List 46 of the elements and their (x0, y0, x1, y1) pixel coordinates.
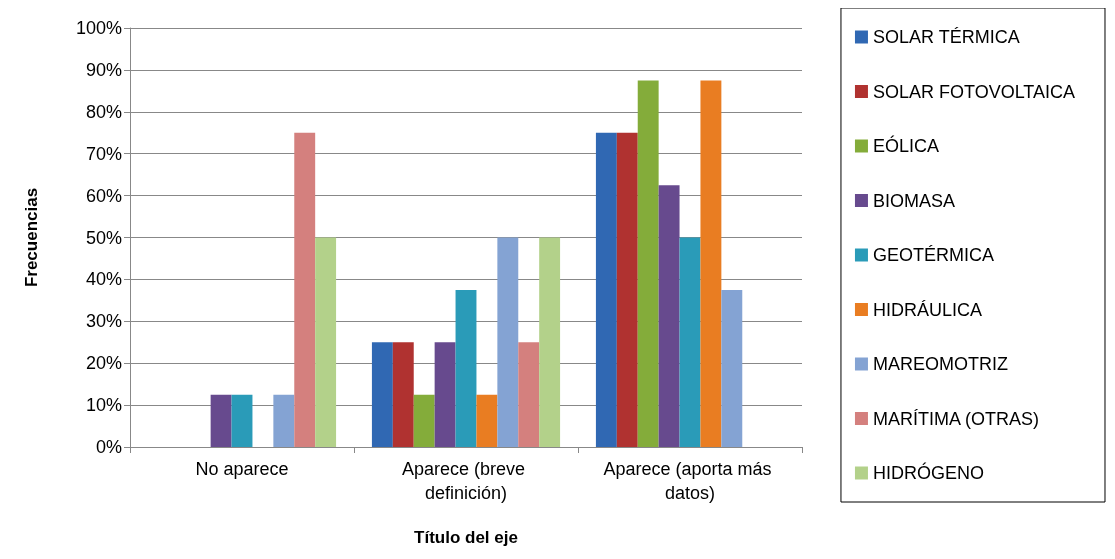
y-axis-title: Frecuencias (22, 187, 41, 288)
y-tick-label: 60% (85, 185, 122, 206)
bar (679, 237, 701, 447)
bar (413, 394, 435, 447)
y-tick-label: 40% (85, 269, 122, 290)
bar (700, 80, 722, 447)
bar (539, 237, 561, 447)
legend-label: EÓLICA (872, 135, 939, 156)
y-tick-label: 100% (75, 18, 122, 38)
legend-label: MARÍTIMA (OTRAS) (872, 408, 1039, 429)
legend-label: SOLAR FOTOVOLTAICA (872, 81, 1075, 102)
y-tick-label: 80% (85, 101, 122, 122)
legend-label: HIDRÓGENO (872, 462, 984, 483)
legend-label: GEOTÉRMICA (872, 245, 994, 265)
bar (455, 289, 477, 447)
bar (273, 394, 295, 447)
bar (518, 342, 540, 447)
bar (616, 132, 638, 447)
bar (595, 132, 617, 447)
bar (294, 132, 316, 447)
bar (210, 394, 232, 447)
y-tick-label: 70% (85, 143, 122, 164)
bar (637, 80, 659, 447)
x-tick-label: Aparece (aporta más datos) (603, 459, 777, 503)
y-tick-label: 10% (85, 395, 122, 416)
y-tick-label: 20% (85, 353, 122, 374)
x-tick-label: Aparece (breve definición) (401, 459, 531, 503)
bar (315, 237, 337, 447)
bar (434, 342, 456, 447)
legend-label: BIOMASA (872, 190, 955, 211)
bar (658, 185, 680, 447)
bar (476, 394, 498, 447)
y-tick-label: 90% (85, 59, 122, 80)
x-axis-title: Título del eje (414, 528, 518, 547)
legend-label: SOLAR TÉRMICA (872, 27, 1020, 47)
bar (721, 289, 743, 447)
x-tick-label: No aparece (195, 459, 289, 479)
bar (231, 394, 253, 447)
legend-label: HIDRÁULICA (872, 299, 982, 320)
legend-label: MAREOMOTRIZ (872, 354, 1008, 374)
y-tick-label: 0% (95, 437, 122, 457)
bar (392, 342, 414, 447)
y-tick-label: 50% (85, 227, 122, 248)
y-tick-label: 30% (85, 311, 122, 332)
bar (497, 237, 519, 447)
bar (371, 342, 393, 447)
